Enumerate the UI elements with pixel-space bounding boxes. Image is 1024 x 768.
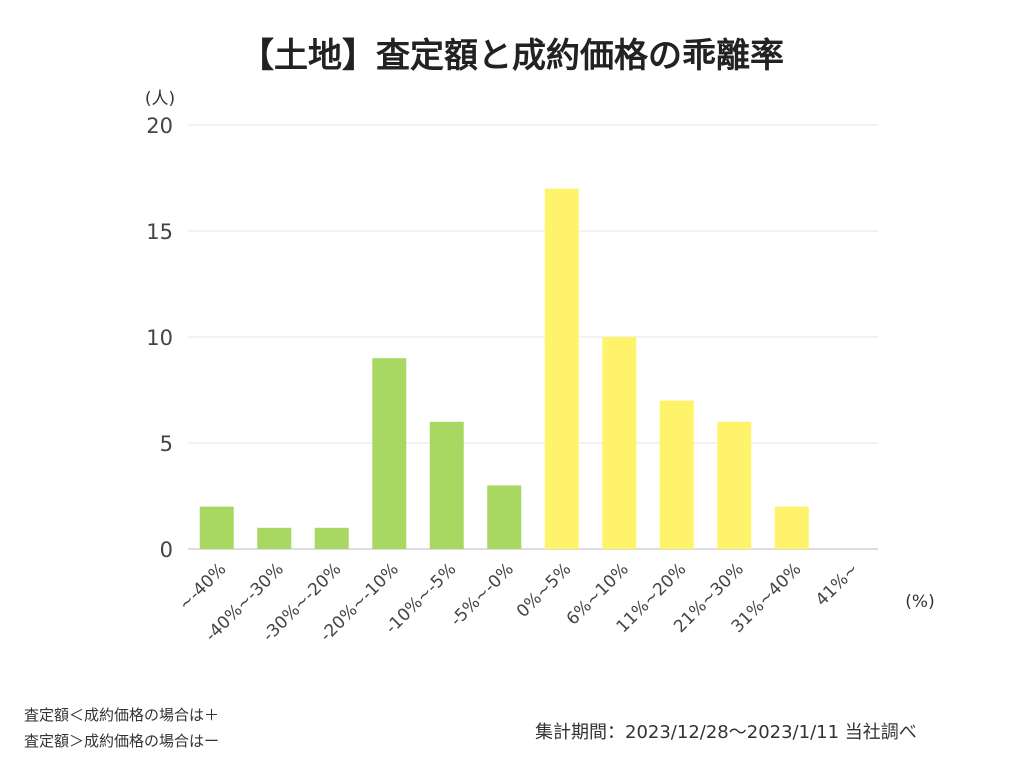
- bar: [602, 337, 637, 549]
- bar: [487, 485, 522, 549]
- x-tick-labels: ~-40%-40%~-30%-30%~-20%-20%~-10%-10%~-5%…: [175, 559, 863, 645]
- chart-title: 【土地】査定額と成約価格の乖離率: [240, 36, 784, 76]
- gridlines: [188, 124, 878, 550]
- bar: [372, 358, 407, 549]
- y-tick-label: 20: [146, 114, 173, 138]
- bar: [774, 506, 809, 549]
- bar: [717, 421, 752, 549]
- bar: [429, 421, 464, 549]
- note-negative: 査定額＞成約価格の場合はー: [24, 732, 220, 750]
- y-tick-label: 10: [146, 326, 173, 350]
- bar: [544, 188, 579, 549]
- x-axis-unit-label: (%): [905, 592, 934, 612]
- bar: [659, 400, 694, 549]
- y-tick-label: 5: [160, 432, 173, 456]
- bar: [314, 527, 349, 549]
- bar: [199, 506, 234, 549]
- x-tick-label: 41%~: [812, 559, 863, 610]
- bars: [199, 188, 809, 549]
- x-tick-label: -5%~-0%: [447, 559, 518, 630]
- x-tick-label: ~-40%: [175, 559, 230, 614]
- y-axis-unit-label: (人): [145, 89, 175, 109]
- y-tick-label: 0: [160, 538, 173, 562]
- note-positive: 査定額＜成約価格の場合は＋: [24, 706, 220, 724]
- y-tick-label: 15: [146, 220, 173, 244]
- aggregation-period: 集計期間：2023/12/28〜2023/1/11 当社調べ: [535, 722, 917, 743]
- bar: [257, 527, 292, 549]
- y-tick-labels: 0 5 10 15 20: [146, 114, 173, 562]
